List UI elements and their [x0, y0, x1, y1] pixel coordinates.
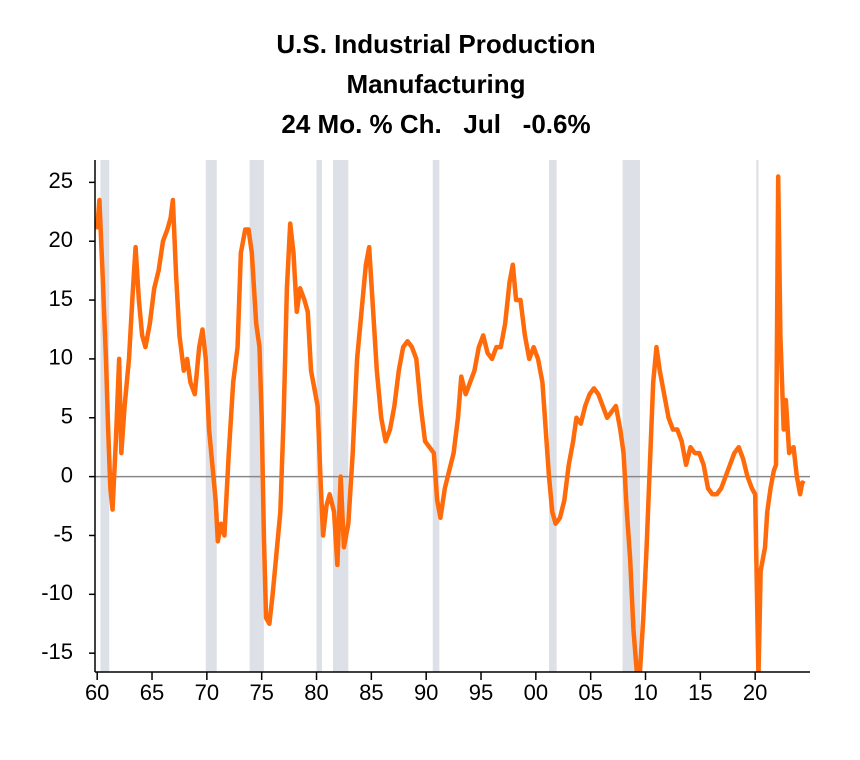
recession-layer [95, 160, 810, 672]
x-tick-label: 10 [633, 680, 657, 705]
line-layer [95, 174, 806, 672]
recession-band [756, 160, 759, 672]
x-tick-label: 65 [140, 680, 164, 705]
y-tick-label: -5 [53, 521, 73, 546]
recession-band [432, 160, 440, 672]
x-tick-label: 95 [469, 680, 493, 705]
recession-band [205, 160, 217, 672]
x-tick-label: 80 [304, 680, 328, 705]
y-tick-label: 5 [61, 404, 73, 429]
chart-subtitle: Manufacturing [346, 69, 525, 99]
chart-subtitle: 24 Mo. % Ch. Jul -0.6% [281, 109, 590, 139]
x-tick-label: 60 [85, 680, 109, 705]
x-tick-label: 75 [249, 680, 273, 705]
x-tick-label: 90 [414, 680, 438, 705]
x-tick-label: 15 [688, 680, 712, 705]
y-tick-label: 0 [61, 462, 73, 487]
x-tick-label: 00 [524, 680, 548, 705]
x-tick-label: 85 [359, 680, 383, 705]
y-tick-label: -15 [41, 639, 73, 664]
data-line [95, 174, 806, 672]
recession-band [332, 160, 349, 672]
y-tick-label: 15 [49, 286, 73, 311]
chart-title: U.S. Industrial Production [276, 29, 595, 59]
x-tick-label: 20 [743, 680, 767, 705]
y-tick-label: 25 [49, 168, 73, 193]
y-tick-label: 10 [49, 345, 73, 370]
x-tick-label: 05 [578, 680, 602, 705]
recession-band [549, 160, 557, 672]
y-tick-label: -10 [41, 580, 73, 605]
x-tick-label: 70 [195, 680, 219, 705]
recession-band [100, 160, 110, 672]
y-tick-label: 20 [49, 227, 73, 252]
